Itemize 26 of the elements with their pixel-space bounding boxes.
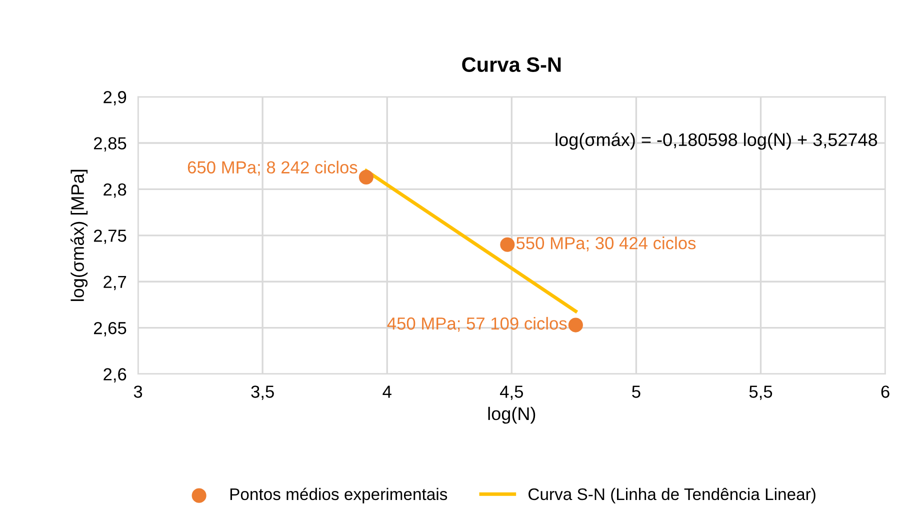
chart-title: Curva S-N <box>462 57 561 72</box>
y-tick-label: 2,85 <box>94 137 126 152</box>
x-tick-label: 3,5 <box>251 386 274 400</box>
x-tick-label: 4 <box>382 386 392 398</box>
point <box>568 318 583 332</box>
x-tick-label: 5 <box>632 386 640 398</box>
y-tick-label: 2,9 <box>104 90 126 106</box>
data-label: 650 MPa; 8 242 ciclos <box>188 160 358 176</box>
y-tick-label: 2,75 <box>94 230 126 244</box>
y-axis-title: log(σmáx) [MPa] <box>70 170 88 301</box>
x-tick-label: 5,5 <box>749 386 772 400</box>
data-label: 450 MPa; 57 109 ciclos <box>387 316 567 332</box>
legend-label: Curva S-N (Linha de Tendência Linear) <box>528 488 816 504</box>
point <box>358 170 374 184</box>
annotation: log(σmáx) = -0,180598 log(N) + 3,52748 <box>556 132 878 150</box>
y-tick-label: 2,7 <box>104 276 126 290</box>
x-tick-label: 6 <box>881 386 890 398</box>
x-tick-label: 4,5 <box>500 386 523 400</box>
y-tick-label: 2,8 <box>104 183 126 198</box>
data-label: 550 MPa; 30 424 ciclos <box>516 236 696 252</box>
y-tick-label: 2,65 <box>94 322 126 336</box>
x-tick-label: 3 <box>134 386 142 398</box>
x-axis-title: log(N) <box>488 406 536 424</box>
legend-label: Pontos médios experimentais <box>230 488 448 504</box>
y-tick-label: 2,6 <box>104 368 126 383</box>
point <box>500 237 515 252</box>
